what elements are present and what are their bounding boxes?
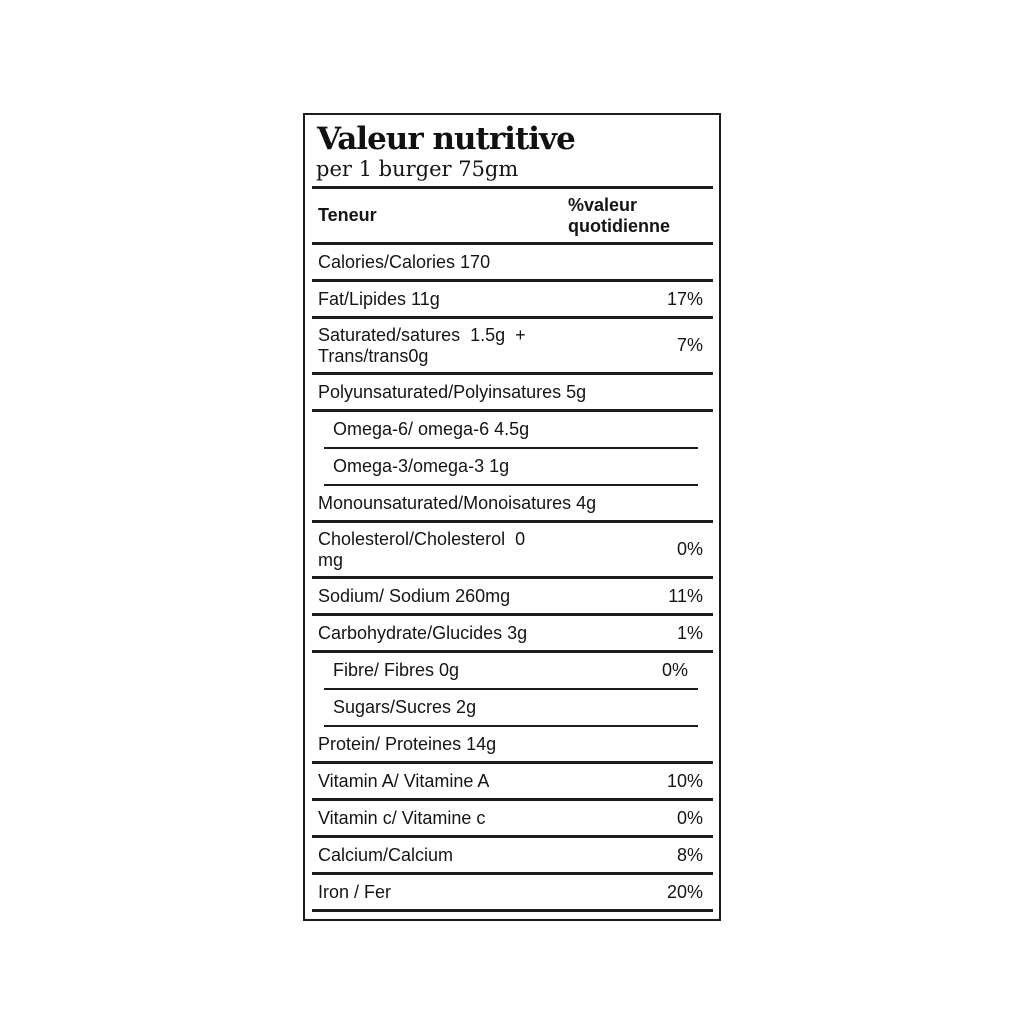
nutrient-name: Vitamin c/ Vitamine c <box>318 807 486 828</box>
daily-value: 11% <box>668 585 703 606</box>
nutrient-row: Iron / Fer 20% <box>312 875 713 912</box>
nutrient-name: Vitamin A/ Vitamine A <box>318 770 490 791</box>
nutrient-row: Cholesterol/Cholesterol 0 mg 0% <box>312 523 713 579</box>
nutrient-row: Omega-3/omega-3 1g <box>324 449 698 486</box>
nutrient-row: Omega-6/ omega-6 4.5g <box>324 412 698 449</box>
column-header-row: Teneur %valeur quotidienne <box>312 189 713 245</box>
nutrient-name: Fat/Lipides 11g <box>318 288 440 309</box>
daily-value: 20% <box>666 881 703 902</box>
nutrient-row: Calcium/Calcium 8% <box>312 838 713 875</box>
nutrient-name: Omega-6/ omega-6 4.5g <box>333 419 530 439</box>
daily-value: 0% <box>661 660 688 680</box>
nutrient-row: Fibre/ Fibres 0g 0% <box>324 653 698 690</box>
nutrient-name: Calories/Calories 170 <box>318 251 491 272</box>
nutrient-row: Carbohydrate/Glucides 3g 1% <box>312 616 713 653</box>
nutrition-facts-label: Valeur nutritive per 1 burger 75gm Teneu… <box>303 113 721 921</box>
nutrient-row: Calories/Calories 170 <box>312 245 713 282</box>
daily-value: 1% <box>676 622 703 643</box>
nutrient-row: Monounsaturated/Monoisatures 4g <box>312 486 713 523</box>
nutrient-name: Protein/ Proteines 14g <box>318 733 497 754</box>
nutrient-row: Fat/Lipides 11g 17% <box>312 282 713 319</box>
nutrient-row: Sugars/Sucres 2g <box>324 690 698 727</box>
nutrient-name: Fibre/ Fibres 0g <box>333 660 460 680</box>
nutrient-name: Calcium/Calcium <box>318 844 454 865</box>
nutrient-row: Polyunsaturated/Polyinsatures 5g <box>312 375 713 412</box>
nutrient-name: Iron / Fer <box>318 881 392 902</box>
column-header-nutrient: Teneur <box>318 205 377 225</box>
nutrient-row: Sodium/ Sodium 260mg 11% <box>312 579 713 616</box>
nutrient-name: Saturated/satures 1.5g + Trans/trans0g <box>318 324 526 366</box>
column-header-daily-value: %valeur quotidienne <box>568 195 670 236</box>
nutrient-name: Cholesterol/Cholesterol 0 mg <box>318 528 526 570</box>
nutrient-name: Carbohydrate/Glucides 3g <box>318 622 528 643</box>
nutrient-row: Protein/ Proteines 14g <box>312 727 713 764</box>
nutrient-row: Vitamin c/ Vitamine c 0% <box>312 801 713 838</box>
daily-value: 0% <box>676 539 703 559</box>
nutrient-name: Monounsaturated/Monoisatures 4g <box>318 492 597 513</box>
label-title: Valeur nutritive <box>317 121 576 157</box>
daily-value: 0% <box>676 807 703 828</box>
nutrient-name: Polyunsaturated/Polyinsatures 5g <box>318 381 587 402</box>
nutrient-name: Omega-3/omega-3 1g <box>333 456 510 476</box>
nutrient-rows: Calories/Calories 170 Fat/Lipides 11g 17% S… <box>305 245 719 912</box>
daily-value: 7% <box>676 335 703 355</box>
nutrient-row: Vitamin A/ Vitamine A 10% <box>312 764 713 801</box>
nutrient-name: Sodium/ Sodium 260mg <box>318 585 511 606</box>
daily-value: 8% <box>676 844 703 865</box>
daily-value: 10% <box>666 770 703 791</box>
nutrient-name: Sugars/Sucres 2g <box>333 697 477 717</box>
daily-value: 17% <box>666 288 703 309</box>
serving-size: per 1 burger 75gm <box>316 157 519 181</box>
nutrient-row: Saturated/satures 1.5g + Trans/trans0g 7% <box>312 319 713 375</box>
label-header: Valeur nutritive per 1 burger 75gm <box>312 115 713 189</box>
